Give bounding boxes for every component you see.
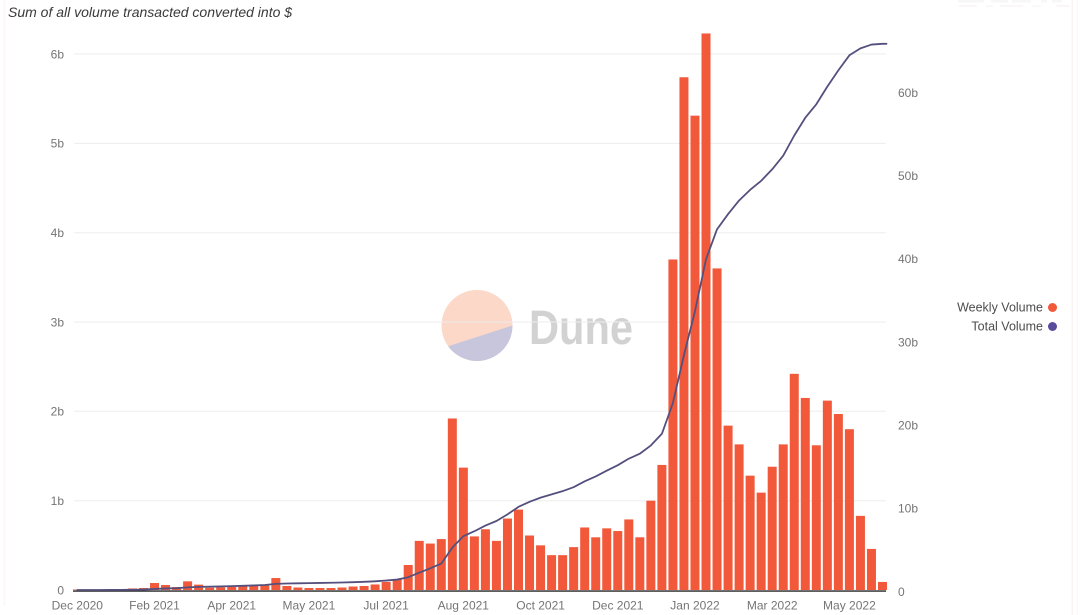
svg-text:Jan 2022: Jan 2022 <box>670 599 720 613</box>
svg-text:May 2021: May 2021 <box>283 599 336 613</box>
svg-text:40b: 40b <box>898 252 918 266</box>
svg-text:Sum of all volume transacted c: Sum of all volume transacted converted i… <box>8 4 292 20</box>
svg-text:Aug 2021: Aug 2021 <box>438 599 490 613</box>
svg-text:Dune: Dune <box>529 302 633 355</box>
svg-text:Mar 2022: Mar 2022 <box>747 599 798 613</box>
svg-text:Weekly Volume: Weekly Volume <box>957 301 1043 315</box>
svg-text:Apr 2021: Apr 2021 <box>207 599 256 613</box>
svg-text:30b: 30b <box>898 335 918 349</box>
svg-text:6b: 6b <box>51 47 65 61</box>
svg-text:Oct 2021: Oct 2021 <box>516 599 565 613</box>
svg-text:4b: 4b <box>51 226 65 240</box>
svg-text:5b: 5b <box>51 137 65 151</box>
svg-text:3b: 3b <box>51 315 65 329</box>
svg-text:Dec 2020: Dec 2020 <box>52 599 104 613</box>
svg-text:2b: 2b <box>51 405 65 419</box>
svg-text:20b: 20b <box>898 419 918 433</box>
svg-text:Jul 2021: Jul 2021 <box>363 599 409 613</box>
svg-text:May 2022: May 2022 <box>823 599 876 613</box>
svg-text:0: 0 <box>57 583 64 597</box>
svg-text:0: 0 <box>898 585 905 599</box>
svg-text:60b: 60b <box>898 86 918 100</box>
svg-text:Dec 2021: Dec 2021 <box>592 599 644 613</box>
svg-text:1b: 1b <box>51 494 65 508</box>
svg-text:Feb 2021: Feb 2021 <box>129 599 180 613</box>
svg-text:10b: 10b <box>898 502 918 516</box>
svg-text:Total Volume: Total Volume <box>971 320 1043 334</box>
svg-text:50b: 50b <box>898 169 918 183</box>
